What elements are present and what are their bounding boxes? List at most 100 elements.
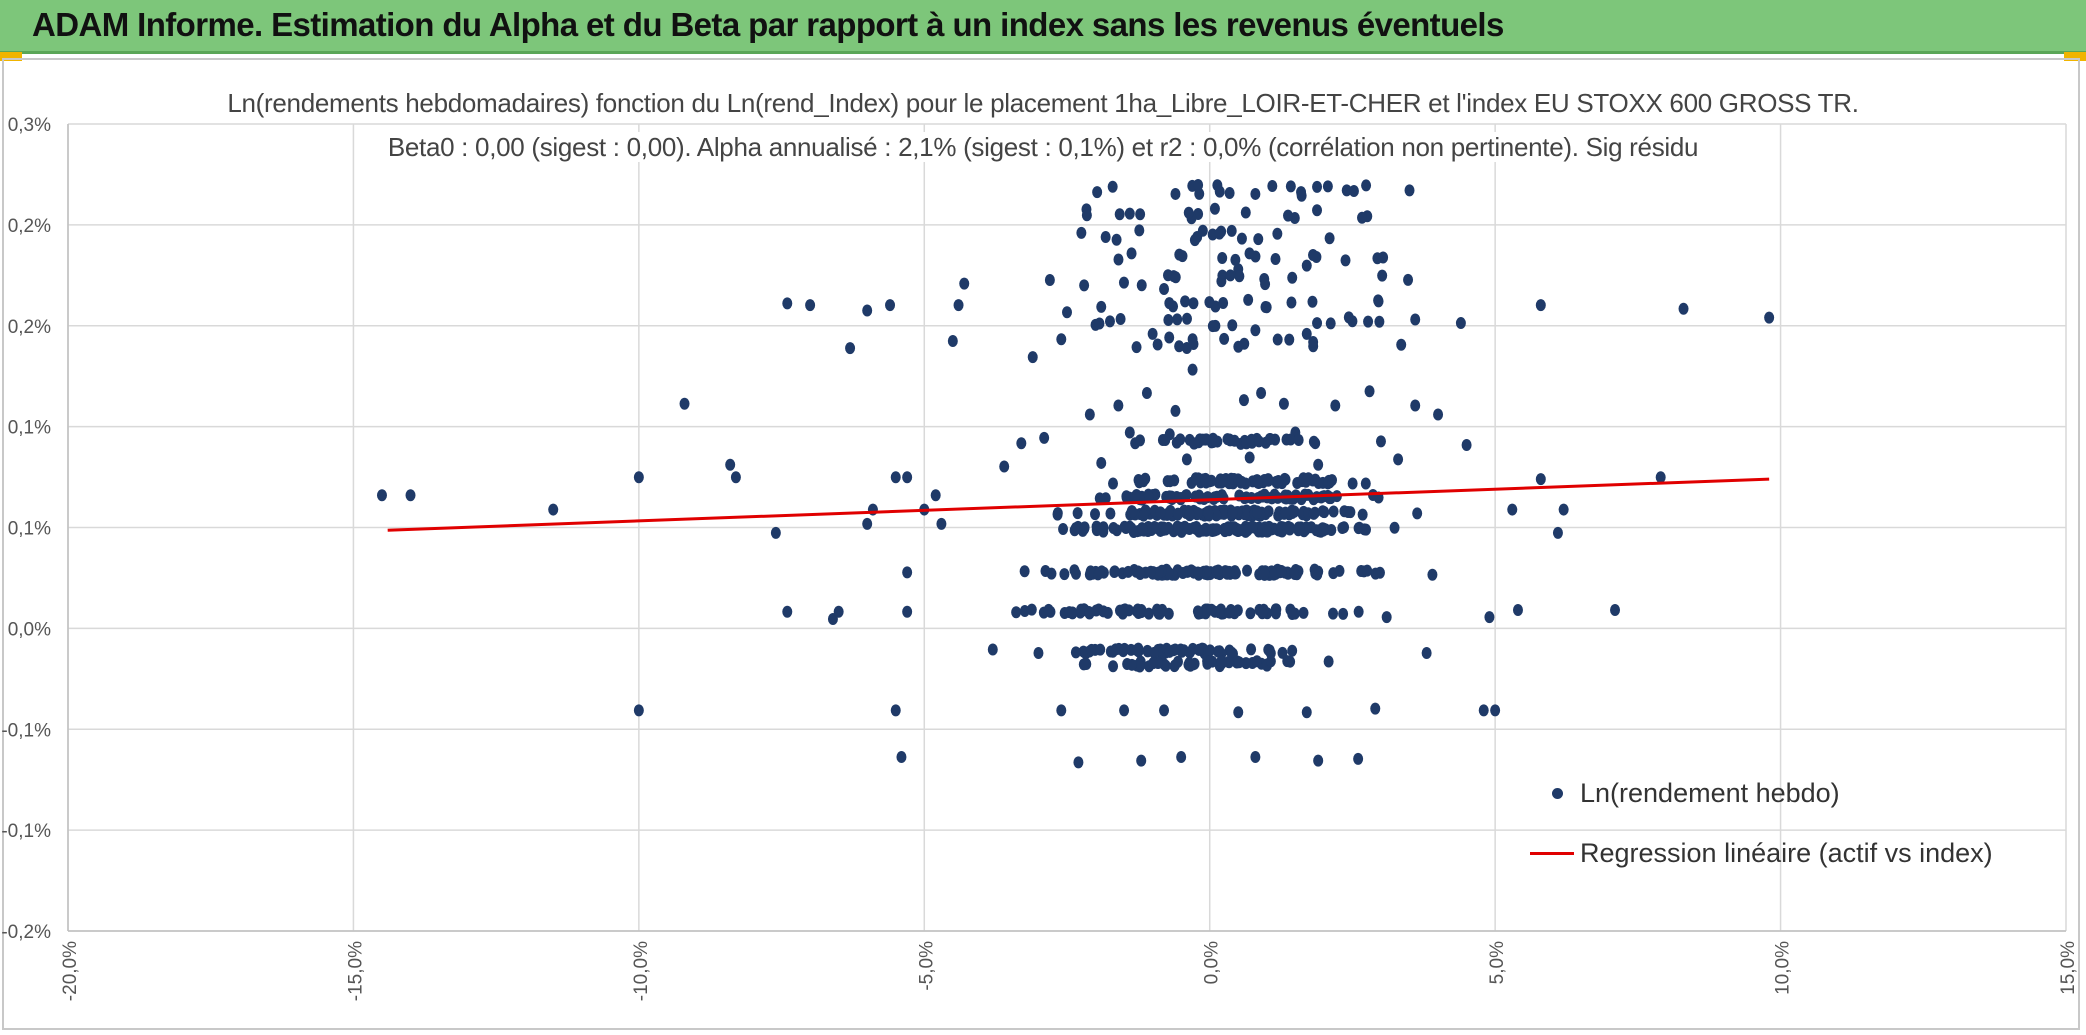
data-point	[1124, 520, 1135, 533]
regression-line	[387, 477, 1770, 532]
data-point	[1134, 660, 1145, 673]
data-point	[1203, 507, 1214, 520]
data-point	[885, 299, 896, 312]
data-point	[1330, 399, 1341, 412]
data-point	[1233, 340, 1244, 353]
y-tick-label: 0,1%	[8, 418, 51, 439]
data-point	[1211, 523, 1222, 536]
data-point	[1168, 644, 1179, 657]
data-point	[1308, 435, 1319, 448]
corner-marker	[2064, 52, 2086, 61]
legend-item-regression: Regression linéaire (actif vs index)	[1530, 838, 1993, 869]
data-point	[1312, 317, 1323, 330]
data-point	[1343, 311, 1354, 324]
y-tick-label: -0,2%	[1, 922, 51, 943]
x-tick-label: -10,0%	[631, 941, 652, 1001]
data-point	[805, 299, 816, 312]
data-point	[1094, 492, 1105, 505]
data-point	[1251, 655, 1262, 668]
data-point	[782, 297, 793, 310]
x-tick-label: 15,0%	[2058, 941, 2079, 995]
data-point	[1149, 646, 1160, 659]
data-point	[1173, 521, 1184, 534]
data-point	[1328, 505, 1339, 518]
data-point	[1233, 706, 1244, 719]
data-point	[1209, 491, 1220, 504]
data-point	[1265, 655, 1276, 668]
data-point	[1170, 187, 1181, 200]
data-point	[1108, 521, 1119, 534]
data-point	[1311, 567, 1322, 580]
data-point	[1558, 503, 1569, 516]
data-point	[1610, 603, 1621, 616]
data-point	[1058, 522, 1069, 535]
data-point	[1238, 394, 1249, 407]
data-point	[1163, 314, 1174, 327]
data-point	[1026, 603, 1037, 616]
data-point	[1252, 476, 1263, 489]
data-point	[1188, 337, 1199, 350]
data-point	[1092, 186, 1103, 199]
data-point	[1174, 248, 1185, 261]
data-point	[902, 605, 913, 618]
data-point	[1170, 404, 1181, 417]
x-tick-label: -5,0%	[916, 941, 937, 991]
data-point	[1218, 507, 1229, 520]
data-point	[1124, 426, 1135, 439]
data-point	[1185, 659, 1196, 672]
data-point	[1016, 437, 1027, 450]
y-tick-label: 0,2%	[8, 317, 51, 338]
data-point	[1072, 507, 1083, 520]
data-point	[1285, 180, 1296, 193]
data-point	[1171, 436, 1182, 449]
data-point	[1286, 296, 1297, 309]
data-point	[845, 342, 856, 355]
data-point	[1245, 607, 1256, 620]
data-point	[1127, 506, 1138, 519]
data-point	[1282, 655, 1293, 668]
data-point	[1478, 704, 1489, 717]
data-point	[1338, 607, 1349, 620]
data-point	[1113, 253, 1124, 266]
data-point	[1381, 611, 1392, 624]
x-tick-label: 0,0%	[1202, 941, 1223, 984]
data-point	[1152, 338, 1163, 351]
line-marker-icon	[1530, 852, 1574, 855]
data-points	[376, 178, 1775, 769]
data-point	[930, 489, 941, 502]
data-point	[1250, 324, 1261, 337]
data-point	[1235, 524, 1246, 537]
data-point	[1289, 505, 1300, 518]
y-tick-label: 0,2%	[8, 216, 51, 237]
data-point	[1364, 385, 1375, 398]
data-point	[1357, 508, 1368, 521]
data-point	[1183, 206, 1194, 219]
data-point	[1135, 567, 1146, 580]
data-point	[1308, 336, 1319, 349]
x-tick-label: 5,0%	[1487, 941, 1508, 984]
data-point	[1098, 605, 1109, 618]
data-point	[987, 643, 998, 656]
data-point	[1159, 704, 1170, 717]
data-point	[1272, 333, 1283, 346]
data-point	[1207, 320, 1218, 333]
legend-label-regression: Regression linéaire (actif vs index)	[1580, 838, 1993, 868]
data-point	[1427, 568, 1438, 581]
data-point	[1218, 296, 1229, 309]
data-point	[1157, 603, 1168, 616]
data-point	[1040, 564, 1051, 577]
data-point	[1301, 327, 1312, 340]
data-point	[1219, 522, 1230, 535]
data-point	[1033, 647, 1044, 660]
data-point	[1119, 704, 1130, 717]
data-point	[1552, 526, 1563, 539]
data-point	[1209, 202, 1220, 215]
data-point	[1421, 647, 1432, 660]
data-point	[1184, 509, 1195, 522]
data-point	[1357, 211, 1368, 224]
y-tick-label: -0,1%	[1, 821, 51, 842]
data-point	[1284, 333, 1295, 346]
data-point	[1328, 607, 1339, 620]
scatter-marker-icon	[1552, 788, 1563, 799]
data-point	[1126, 658, 1137, 671]
